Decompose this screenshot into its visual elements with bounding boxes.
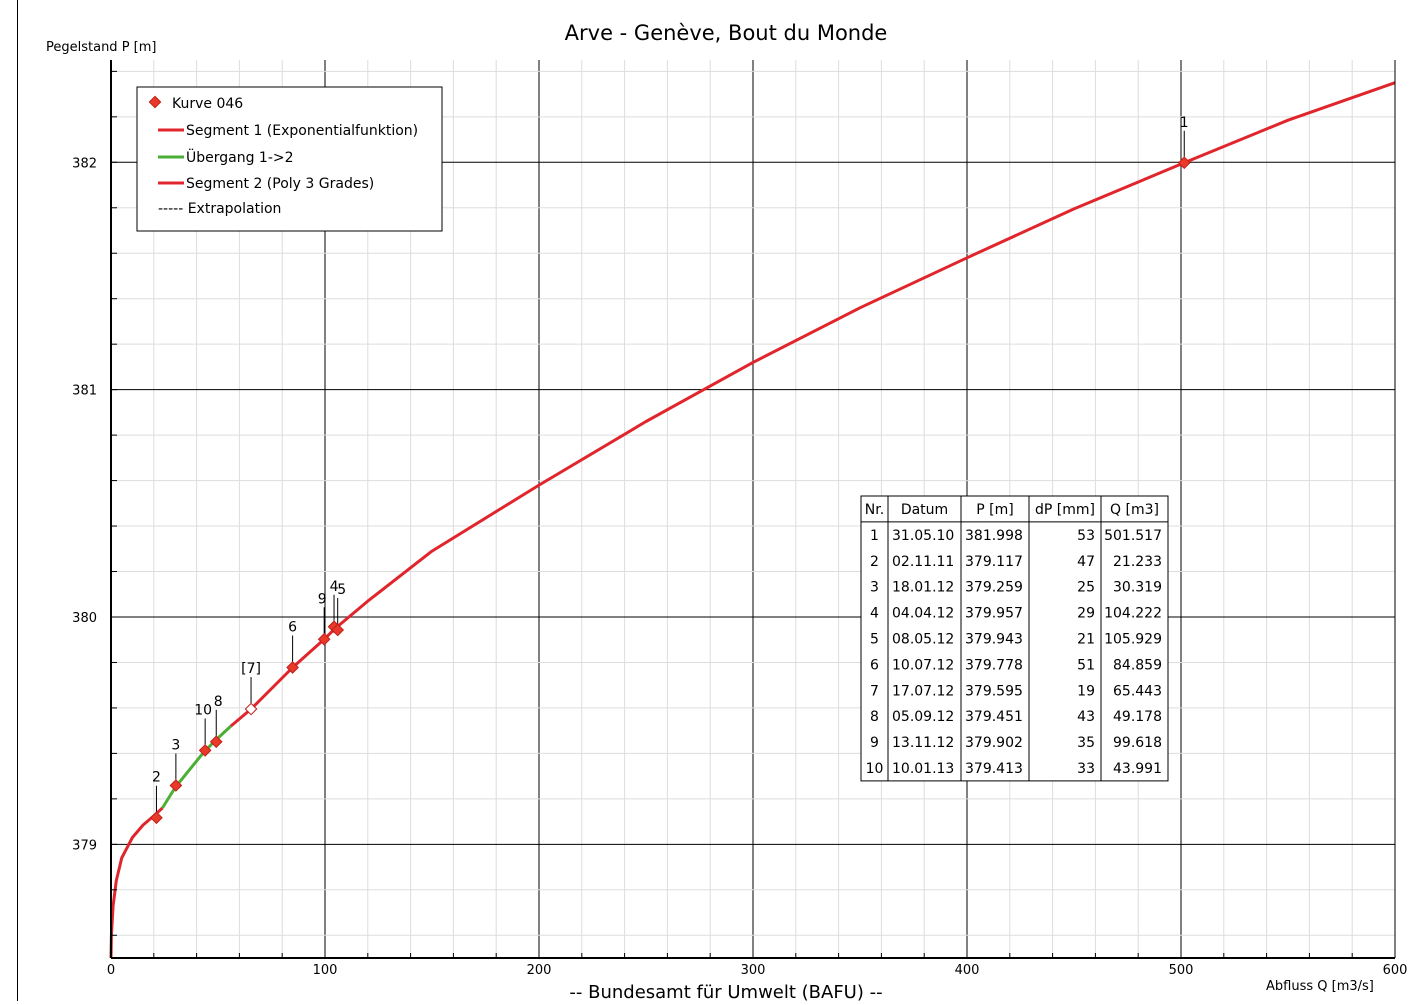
x-tick-label: 0: [107, 963, 115, 978]
measurement-point-label: 2: [152, 770, 161, 786]
table-cell: 379.943: [965, 632, 1023, 648]
table-cell: 104.222: [1104, 606, 1162, 622]
x-tick-label: 500: [1169, 963, 1194, 978]
measurement-point-label: 1: [1180, 115, 1189, 131]
table-cell: 49.178: [1113, 709, 1162, 725]
table-cell: 10.07.12: [892, 657, 954, 673]
table-cell: 9: [870, 735, 879, 751]
table-cell: 21.233: [1113, 554, 1162, 570]
measurement-point-marker: [151, 812, 162, 823]
table-cell: 08.05.12: [892, 632, 954, 648]
y-tick-label: 381: [72, 384, 97, 399]
table-cell: 379.595: [965, 683, 1023, 699]
measurement-point-label: 5: [337, 582, 346, 598]
table-cell: 53: [1077, 528, 1095, 544]
legend-item-segment-1: Segment 1 (Exponentialfunktion): [186, 123, 418, 139]
measurement-point-label: 8: [214, 694, 223, 710]
table-cell: 02.11.11: [892, 554, 954, 570]
legend-item-kurve: Kurve 046: [172, 96, 243, 112]
measurement-point-marker: [1179, 157, 1190, 168]
table-cell: 2: [870, 554, 879, 570]
table-header-cell: Datum: [901, 502, 948, 518]
table-cell: 10: [866, 761, 884, 777]
table-cell: 04.04.12: [892, 606, 954, 622]
footer-credit: -- Bundesamt für Umwelt (BAFU) --: [569, 982, 882, 1001]
table-cell: 18.01.12: [892, 580, 954, 596]
table-cell: 99.618: [1113, 735, 1162, 751]
table-cell: 379.957: [965, 606, 1023, 622]
table-cell: 10.01.13: [892, 761, 954, 777]
x-tick-label: 200: [527, 963, 552, 978]
legend-item-extrapolation: ----- Extrapolation: [158, 201, 281, 217]
table-cell: 381.998: [965, 528, 1023, 544]
table-cell: 35: [1077, 735, 1095, 751]
table-cell: 65.443: [1113, 683, 1162, 699]
measurement-table: Nr. Datum P [m] dP [mm] Q [m3] 1 31.05.10 381.9…: [861, 496, 1168, 781]
legend-item-transition: Übergang 1->2: [186, 148, 294, 166]
y-tick-label: 382: [72, 156, 97, 171]
table-header-cell: Nr.: [865, 502, 884, 518]
table-cell: 17.07.12: [892, 683, 954, 699]
x-tick-label: 600: [1383, 963, 1408, 978]
table-cell: 29: [1077, 606, 1095, 622]
table-cell: 379.451: [965, 709, 1023, 725]
measurement-point-label: 9: [318, 591, 327, 607]
table-cell: 05.09.12: [892, 709, 954, 725]
x-axis-title: Abfluss Q [m3/s]: [1266, 979, 1374, 994]
chart-title: Arve - Genève, Bout du Monde: [565, 21, 888, 45]
table-cell: 47: [1077, 554, 1095, 570]
measurement-point-label: 6: [288, 619, 297, 635]
y-tick-label: 380: [72, 611, 97, 626]
table-cell: 379.778: [965, 657, 1023, 673]
table-cell: 43: [1077, 709, 1095, 725]
table-cell: 84.859: [1113, 657, 1162, 673]
table-cell: 21: [1077, 632, 1095, 648]
table-cell: 19: [1077, 683, 1095, 699]
legend: Kurve 046 Segment 1 (Exponentialfunktion…: [137, 87, 442, 231]
table-header-cell: Q [m3]: [1110, 502, 1159, 518]
table-cell: 4: [870, 606, 879, 622]
y-axis-title: Pegelstand P [m]: [46, 40, 156, 55]
y-tick-label: 379: [72, 838, 97, 853]
x-tick-label: 300: [741, 963, 766, 978]
table-cell: 379.902: [965, 735, 1023, 751]
table-cell: 43.991: [1113, 761, 1162, 777]
table-cell: 33: [1077, 761, 1095, 777]
table-cell: 30.319: [1113, 580, 1162, 596]
table-cell: 31.05.10: [892, 528, 954, 544]
table-cell: 8: [870, 709, 879, 725]
table-cell: 105.929: [1104, 632, 1162, 648]
x-tick-label: 100: [313, 963, 338, 978]
measurement-point-label: 3: [171, 737, 180, 753]
table-cell: 13.11.12: [892, 735, 954, 751]
x-tick-label: 400: [955, 963, 980, 978]
table-cell: 7: [870, 683, 879, 699]
table-cell: 6: [870, 657, 879, 673]
table-cell: 501.517: [1104, 528, 1162, 544]
table-cell: 5: [870, 632, 879, 648]
table-cell: 25: [1077, 580, 1095, 596]
table-cell: 379.413: [965, 761, 1023, 777]
measurement-point-label: [7]: [241, 661, 261, 677]
table-cell: 51: [1077, 657, 1095, 673]
table-cell: 3: [870, 580, 879, 596]
table-cell: 379.117: [965, 554, 1023, 570]
table-cell: 379.259: [965, 580, 1023, 596]
table-header-cell: P [m]: [976, 502, 1013, 518]
table-header-cell: dP [mm]: [1035, 502, 1095, 518]
table-cell: 1: [870, 528, 879, 544]
measurement-point-label: 10: [194, 702, 212, 718]
legend-item-segment-2: Segment 2 (Poly 3 Grades): [186, 176, 374, 192]
